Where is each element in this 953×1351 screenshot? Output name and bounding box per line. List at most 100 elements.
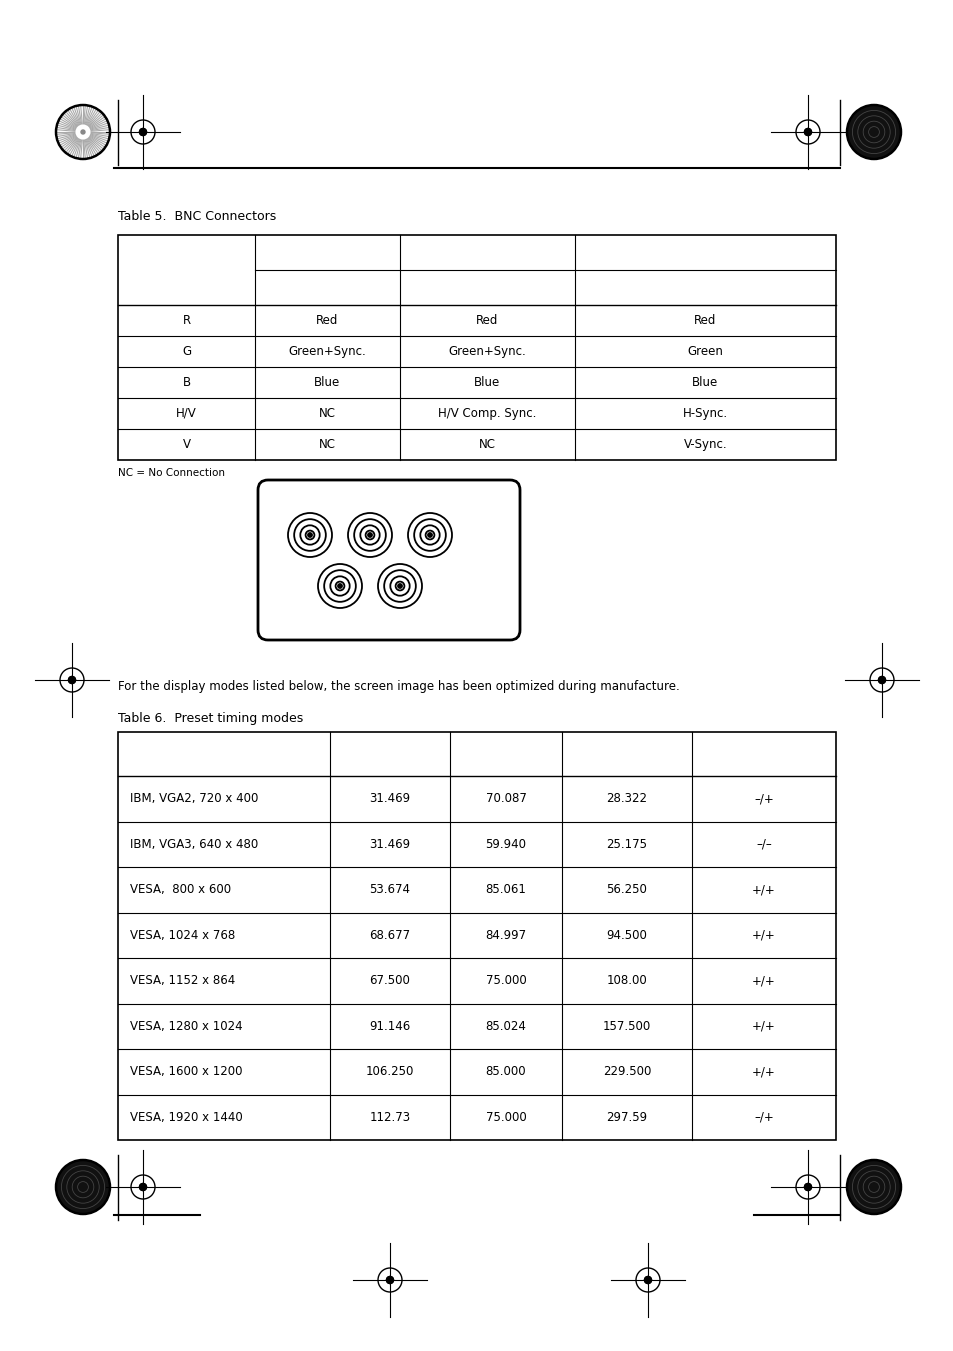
Text: 68.677: 68.677	[369, 928, 410, 942]
Text: Table 5.  BNC Connectors: Table 5. BNC Connectors	[118, 209, 276, 223]
Circle shape	[68, 676, 76, 684]
Text: Blue: Blue	[474, 376, 500, 389]
Text: Green: Green	[687, 345, 722, 358]
Circle shape	[643, 1275, 652, 1285]
Text: 31.469: 31.469	[369, 838, 410, 851]
Text: 75.000: 75.000	[485, 974, 526, 988]
Text: 297.59: 297.59	[606, 1111, 647, 1124]
Circle shape	[136, 126, 150, 139]
Text: 67.500: 67.500	[369, 974, 410, 988]
Text: 108.00: 108.00	[606, 974, 647, 988]
Circle shape	[427, 532, 432, 538]
Text: NC: NC	[478, 438, 496, 451]
Text: 53.674: 53.674	[369, 884, 410, 896]
Text: 56.250: 56.250	[606, 884, 647, 896]
Text: +/+: +/+	[751, 884, 775, 896]
Text: Table 6.  Preset timing modes: Table 6. Preset timing modes	[118, 712, 303, 725]
Circle shape	[397, 584, 402, 588]
Circle shape	[640, 1274, 654, 1286]
Text: H/V Comp. Sync.: H/V Comp. Sync.	[437, 407, 537, 420]
Circle shape	[877, 676, 885, 684]
Text: 28.322: 28.322	[606, 792, 647, 805]
Circle shape	[56, 1161, 110, 1215]
Text: +/+: +/+	[751, 928, 775, 942]
Circle shape	[385, 1275, 394, 1285]
Text: +/+: +/+	[751, 1020, 775, 1032]
FancyBboxPatch shape	[257, 480, 519, 640]
Text: VESA, 1024 x 768: VESA, 1024 x 768	[130, 928, 235, 942]
Circle shape	[846, 1161, 900, 1215]
Circle shape	[875, 673, 887, 686]
Text: VESA, 1920 x 1440: VESA, 1920 x 1440	[130, 1111, 242, 1124]
Circle shape	[643, 1275, 652, 1285]
Text: H-Sync.: H-Sync.	[682, 407, 727, 420]
Text: +/+: +/+	[751, 974, 775, 988]
Text: 59.940: 59.940	[485, 838, 526, 851]
Text: VESA, 1152 x 864: VESA, 1152 x 864	[130, 974, 235, 988]
Text: 75.000: 75.000	[485, 1111, 526, 1124]
Circle shape	[138, 1182, 147, 1192]
Text: 106.250: 106.250	[365, 1065, 414, 1078]
Text: 85.024: 85.024	[485, 1020, 526, 1032]
Text: 84.997: 84.997	[485, 928, 526, 942]
Circle shape	[803, 128, 811, 136]
Circle shape	[801, 126, 814, 139]
Circle shape	[803, 1182, 811, 1192]
Text: NC: NC	[318, 438, 335, 451]
Text: 91.146: 91.146	[369, 1020, 410, 1032]
Text: 70.087: 70.087	[485, 792, 526, 805]
Text: Red: Red	[694, 313, 716, 327]
Text: –/+: –/+	[753, 1111, 773, 1124]
Text: NC: NC	[318, 407, 335, 420]
Circle shape	[385, 1275, 394, 1285]
Text: Blue: Blue	[692, 376, 718, 389]
Text: For the display modes listed below, the screen image has been optimized during m: For the display modes listed below, the …	[118, 680, 679, 693]
Text: 85.000: 85.000	[485, 1065, 526, 1078]
Text: Green+Sync.: Green+Sync.	[448, 345, 526, 358]
Text: G: G	[182, 345, 191, 358]
Circle shape	[80, 130, 86, 135]
Circle shape	[138, 128, 147, 136]
Bar	[118, 732, 835, 1140]
Circle shape	[877, 676, 885, 684]
Text: 112.73: 112.73	[369, 1111, 410, 1124]
Text: Green+Sync.: Green+Sync.	[289, 345, 366, 358]
Circle shape	[846, 105, 900, 159]
Text: V-Sync.: V-Sync.	[683, 438, 726, 451]
Circle shape	[337, 584, 342, 588]
Text: 85.061: 85.061	[485, 884, 526, 896]
Bar	[118, 235, 835, 459]
Text: H/V: H/V	[176, 407, 196, 420]
Text: 25.175: 25.175	[606, 838, 647, 851]
Circle shape	[801, 1181, 814, 1193]
Text: VESA, 1600 x 1200: VESA, 1600 x 1200	[130, 1065, 242, 1078]
Text: V: V	[182, 438, 191, 451]
Circle shape	[803, 1182, 811, 1192]
Text: Blue: Blue	[314, 376, 340, 389]
Text: –/–: –/–	[756, 838, 771, 851]
Text: 31.469: 31.469	[369, 792, 410, 805]
Text: Red: Red	[476, 313, 498, 327]
Text: +/+: +/+	[751, 1065, 775, 1078]
Text: NC = No Connection: NC = No Connection	[118, 467, 225, 478]
Circle shape	[308, 532, 312, 538]
Text: 229.500: 229.500	[602, 1065, 651, 1078]
Text: –/+: –/+	[753, 792, 773, 805]
Text: 94.500: 94.500	[606, 928, 647, 942]
Text: R: R	[182, 313, 191, 327]
Text: Red: Red	[316, 313, 338, 327]
Circle shape	[68, 676, 76, 684]
Circle shape	[368, 532, 372, 538]
Circle shape	[136, 1181, 150, 1193]
Text: IBM, VGA2, 720 x 400: IBM, VGA2, 720 x 400	[130, 792, 258, 805]
Circle shape	[138, 128, 147, 136]
Text: VESA, 1280 x 1024: VESA, 1280 x 1024	[130, 1020, 242, 1032]
Circle shape	[138, 1182, 147, 1192]
Circle shape	[803, 128, 811, 136]
Text: 157.500: 157.500	[602, 1020, 651, 1032]
Circle shape	[383, 1274, 396, 1286]
Circle shape	[66, 673, 78, 686]
Text: B: B	[182, 376, 191, 389]
Text: VESA,  800 x 600: VESA, 800 x 600	[130, 884, 231, 896]
Circle shape	[75, 124, 91, 139]
